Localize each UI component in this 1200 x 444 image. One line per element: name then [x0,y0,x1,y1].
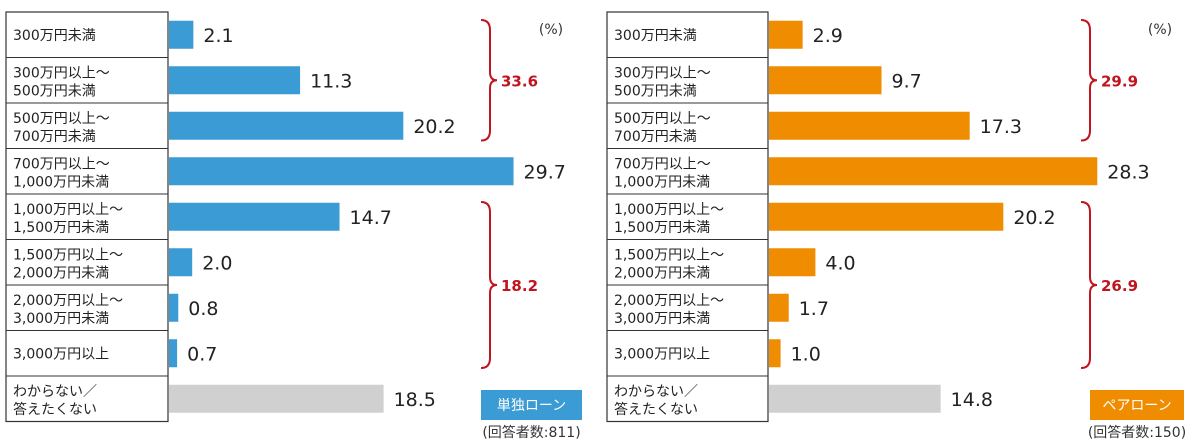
category-label: 1,000万円以上～ [13,202,123,218]
category-label: 2,000万円未満 [13,265,109,281]
category-label: 500万円以上～ [614,111,711,127]
bar [169,66,301,95]
category-label: 1,000万円未満 [614,174,710,190]
bracket [480,19,498,142]
value-label: 17.3 [980,116,1022,138]
category-label: 3,000万円以上 [13,346,109,362]
bracket [480,201,498,369]
category-label: 500万円以上～ [13,111,110,127]
unit-label: (%) [1148,22,1172,38]
category-label: 700万円未満 [614,129,697,145]
category-label: 1,000万円未満 [13,174,109,190]
bar [769,20,803,49]
bar [769,157,1098,186]
bar [769,384,941,413]
respondent-count-note: (回答者数:150) [1088,424,1186,440]
value-label: 28.3 [1107,161,1149,183]
value-label: 2.0 [202,252,232,274]
bracket-total-label: 29.9 [1101,72,1138,90]
unit-label: (%) [539,22,563,38]
category-table [5,11,169,423]
legend-swatch [481,390,582,420]
category-label: 1,500万円以上～ [13,247,123,263]
category-label: 300万円未満 [614,28,697,44]
category-label: 2,000万円以上～ [614,293,724,309]
legend-swatch [1090,390,1184,420]
category-label: 3,000万円未満 [614,311,710,327]
category-label: 700万円以上～ [13,156,110,172]
value-label: 0.8 [188,298,218,320]
value-label: 4.0 [825,252,855,274]
category-label: 3,000万円未満 [13,311,109,327]
category-label: 答えたくない [13,401,97,418]
bar [769,293,789,322]
value-label: 29.7 [524,161,566,183]
category-label: 700万円以上～ [614,156,711,172]
category-label: 500万円未満 [614,83,697,99]
category-label: わからない／ [13,384,97,400]
bar [169,248,193,277]
category-label: 300万円未満 [13,28,96,44]
value-label: 18.5 [394,389,436,411]
value-label: 1.7 [799,298,829,320]
category-label: 2,000万円以上～ [13,293,123,309]
value-label: 14.8 [951,389,993,411]
bar [169,384,384,413]
bar [169,293,179,322]
category-label: 1,000万円以上～ [614,202,724,218]
value-label: 20.2 [1013,207,1055,229]
bar [769,339,781,368]
category-label: 300万円以上～ [13,65,110,81]
chart-panel-1: 300万円未満 2.1 300万円以上～ 500万円未満 11.3 500万円以上～ 700… [5,11,582,441]
category-label: 300万円以上～ [614,65,711,81]
bar [169,202,340,231]
category-label: 3,000万円以上 [614,346,710,362]
bracket [1080,19,1098,142]
category-table [606,11,769,423]
legend-label: 単独ローン [497,398,566,414]
respondent-count-note: (回答者数:811) [482,424,580,440]
legend-label: ペアローン [1102,398,1171,414]
value-label: 20.2 [413,116,455,138]
bar [769,248,816,277]
bracket-total-label: 18.2 [501,277,538,295]
bar [169,339,178,368]
category-label: わからない／ [614,384,698,400]
bar [769,66,882,95]
category-label: 答えたくない [614,401,698,418]
bracket [1080,201,1098,369]
bracket-total-label: 33.6 [501,72,538,90]
bar [769,202,1004,231]
value-label: 1.0 [791,343,821,365]
value-label: 2.1 [203,25,233,47]
value-label: 9.7 [892,70,922,92]
bracket-total-label: 26.9 [1101,277,1138,295]
value-label: 11.3 [310,70,352,92]
value-label: 2.9 [813,25,843,47]
bar [169,111,404,140]
bar [769,111,970,140]
category-label: 1,500万円以上～ [614,247,724,263]
category-label: 700万円未満 [13,129,96,145]
category-label: 500万円未満 [13,83,96,99]
chart-panel-2: 300万円未満 2.9 300万円以上～ 500万円未満 9.7 500万円以上～ 700万… [606,11,1186,441]
value-label: 14.7 [350,207,392,229]
category-label: 1,500万円未満 [13,220,109,236]
category-label: 2,000万円未満 [614,265,710,281]
bar [169,20,194,49]
value-label: 0.7 [187,343,217,365]
bar [169,157,514,186]
category-label: 1,500万円未満 [614,220,710,236]
